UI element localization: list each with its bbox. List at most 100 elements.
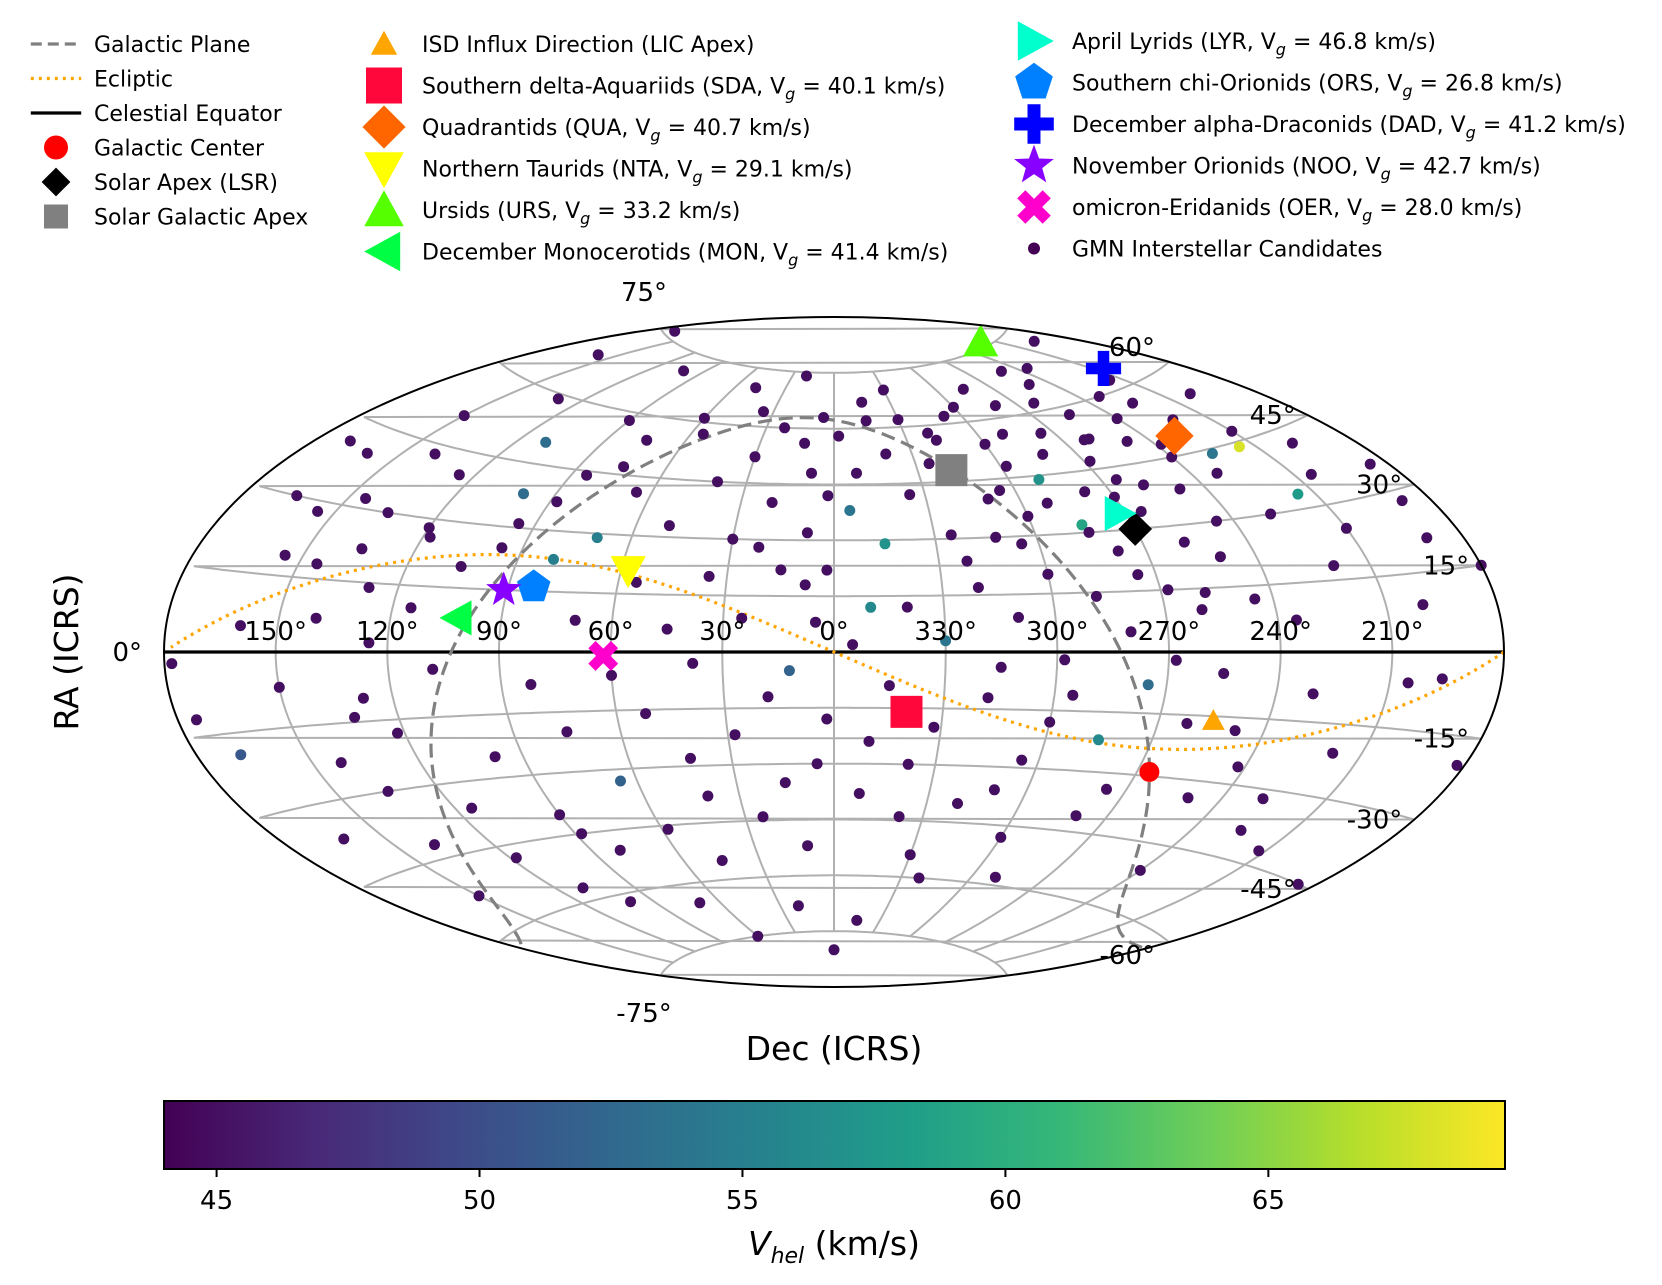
legend-marker bbox=[362, 105, 406, 149]
candidate-point bbox=[576, 828, 588, 840]
candidate-point bbox=[1214, 551, 1226, 563]
candidate-point bbox=[361, 447, 373, 459]
candidate-point bbox=[1013, 611, 1024, 623]
candidate-point bbox=[799, 437, 811, 449]
y-tick-label: -15° bbox=[1414, 725, 1469, 755]
candidate-point bbox=[847, 639, 859, 651]
legend-label-rest: = 33.2 km/s) bbox=[590, 199, 740, 224]
candidate-point bbox=[1182, 792, 1194, 804]
candidate-point bbox=[518, 488, 529, 500]
candidate-point bbox=[1178, 536, 1190, 548]
tick-labels: 150° 120° 90° 60° 30° 0° 330° 300° 270° 240° 210° 7… bbox=[112, 278, 1469, 1029]
legend-marker bbox=[366, 67, 402, 104]
y-tick-label: 75° bbox=[621, 278, 667, 308]
marker-urs bbox=[963, 324, 999, 357]
candidate-point bbox=[833, 430, 845, 442]
legend-marker bbox=[364, 190, 404, 227]
candidate-point bbox=[799, 579, 811, 591]
legend-label-text: Southern chi-Orionids (ORS, V bbox=[1072, 72, 1402, 97]
candidate-point bbox=[879, 538, 891, 550]
candidate-point bbox=[952, 798, 963, 809]
candidate-point bbox=[752, 930, 764, 942]
candidate-point bbox=[810, 616, 821, 628]
candidate-point bbox=[818, 412, 830, 423]
legend-label-text: omicron-Eridanids (OER, V bbox=[1072, 196, 1362, 221]
legend-label: Solar Galactic Apex bbox=[94, 206, 308, 231]
candidate-point bbox=[1135, 506, 1147, 517]
candidate-point bbox=[615, 775, 626, 787]
legend-label-text: Ursids (URS, V bbox=[422, 199, 580, 224]
x-tick-label: 0° bbox=[819, 617, 849, 647]
candidate-point bbox=[1291, 614, 1302, 626]
candidate-point bbox=[1292, 488, 1304, 500]
candidate-point bbox=[712, 476, 723, 488]
candidate-point bbox=[1033, 474, 1045, 485]
candidate-point bbox=[525, 679, 537, 690]
candidate-point bbox=[291, 490, 303, 502]
candidate-point bbox=[1070, 810, 1082, 822]
candidate-point bbox=[792, 900, 804, 912]
curves bbox=[164, 415, 1504, 949]
candidate-point bbox=[356, 543, 368, 555]
candidate-point bbox=[698, 412, 710, 424]
legend-label-text: Northern Taurids (NTA, V bbox=[422, 158, 692, 183]
colorbar-title-main: V bbox=[748, 1224, 773, 1263]
candidate-point bbox=[1142, 679, 1154, 691]
candidate-points bbox=[166, 325, 1487, 956]
candidate-point bbox=[685, 752, 696, 764]
candidate-point bbox=[703, 570, 715, 582]
candidate-point bbox=[1265, 508, 1277, 520]
reference-markers bbox=[439, 324, 1225, 782]
candidate-point bbox=[736, 612, 748, 624]
candidate-point bbox=[766, 497, 778, 508]
candidate-point bbox=[727, 533, 739, 545]
candidate-point bbox=[806, 467, 817, 479]
x-axis-title: Dec (ICRS) bbox=[746, 1029, 923, 1068]
legend-marker bbox=[1017, 190, 1051, 224]
candidate-point bbox=[540, 436, 552, 448]
candidate-point bbox=[453, 469, 465, 481]
colorbar-title-sub: hel bbox=[771, 1244, 805, 1269]
candidate-point bbox=[753, 541, 765, 553]
legend-label-text: Galactic Center bbox=[94, 137, 265, 162]
legend-label-text: Solar Apex (LSR) bbox=[94, 171, 278, 196]
candidate-point bbox=[561, 726, 573, 738]
legend-label-text: Solar Galactic Apex bbox=[94, 206, 308, 231]
legend-label-sub: g bbox=[785, 85, 795, 104]
candidate-point bbox=[930, 434, 942, 446]
candidate-point bbox=[865, 601, 877, 613]
legend-label-text: Celestial Equator bbox=[94, 102, 283, 127]
candidate-point bbox=[1402, 677, 1414, 689]
candidate-point bbox=[856, 396, 868, 408]
candidate-point bbox=[979, 438, 991, 450]
candidate-point bbox=[363, 637, 375, 649]
legend-label-rest: = 28.0 km/s) bbox=[1372, 196, 1522, 221]
legend-label: Ursids (URS, Vg = 33.2 km/s) bbox=[422, 199, 740, 228]
legend-label-sub: g bbox=[1402, 82, 1412, 101]
candidate-point bbox=[1112, 545, 1124, 557]
candidate-point bbox=[1211, 467, 1223, 479]
legend-marker bbox=[1015, 62, 1053, 99]
candidate-point bbox=[669, 325, 681, 337]
legend-label: Northern Taurids (NTA, Vg = 29.1 km/s) bbox=[422, 158, 853, 187]
candidate-point bbox=[853, 788, 865, 799]
legend-label: Southern chi-Orionids (ORS, Vg = 26.8 km… bbox=[1072, 72, 1563, 101]
candidate-point bbox=[1436, 673, 1448, 685]
candidate-point bbox=[625, 896, 637, 908]
candidate-point bbox=[344, 435, 356, 447]
candidate-point bbox=[1451, 759, 1463, 771]
candidate-point bbox=[466, 802, 478, 814]
candidate-point bbox=[1028, 335, 1040, 347]
candidate-point bbox=[1028, 397, 1040, 409]
legend-marker bbox=[44, 204, 68, 229]
candidate-point bbox=[995, 661, 1007, 673]
candidate-point bbox=[1421, 532, 1433, 544]
candidate-point bbox=[641, 434, 653, 446]
candidate-point bbox=[1093, 734, 1104, 746]
legend-label-rest: = 46.8 km/s) bbox=[1286, 30, 1436, 55]
candidate-point bbox=[1305, 468, 1317, 480]
candidate-point bbox=[1181, 718, 1193, 729]
candidate-point bbox=[569, 614, 581, 626]
candidate-point bbox=[1134, 864, 1146, 876]
